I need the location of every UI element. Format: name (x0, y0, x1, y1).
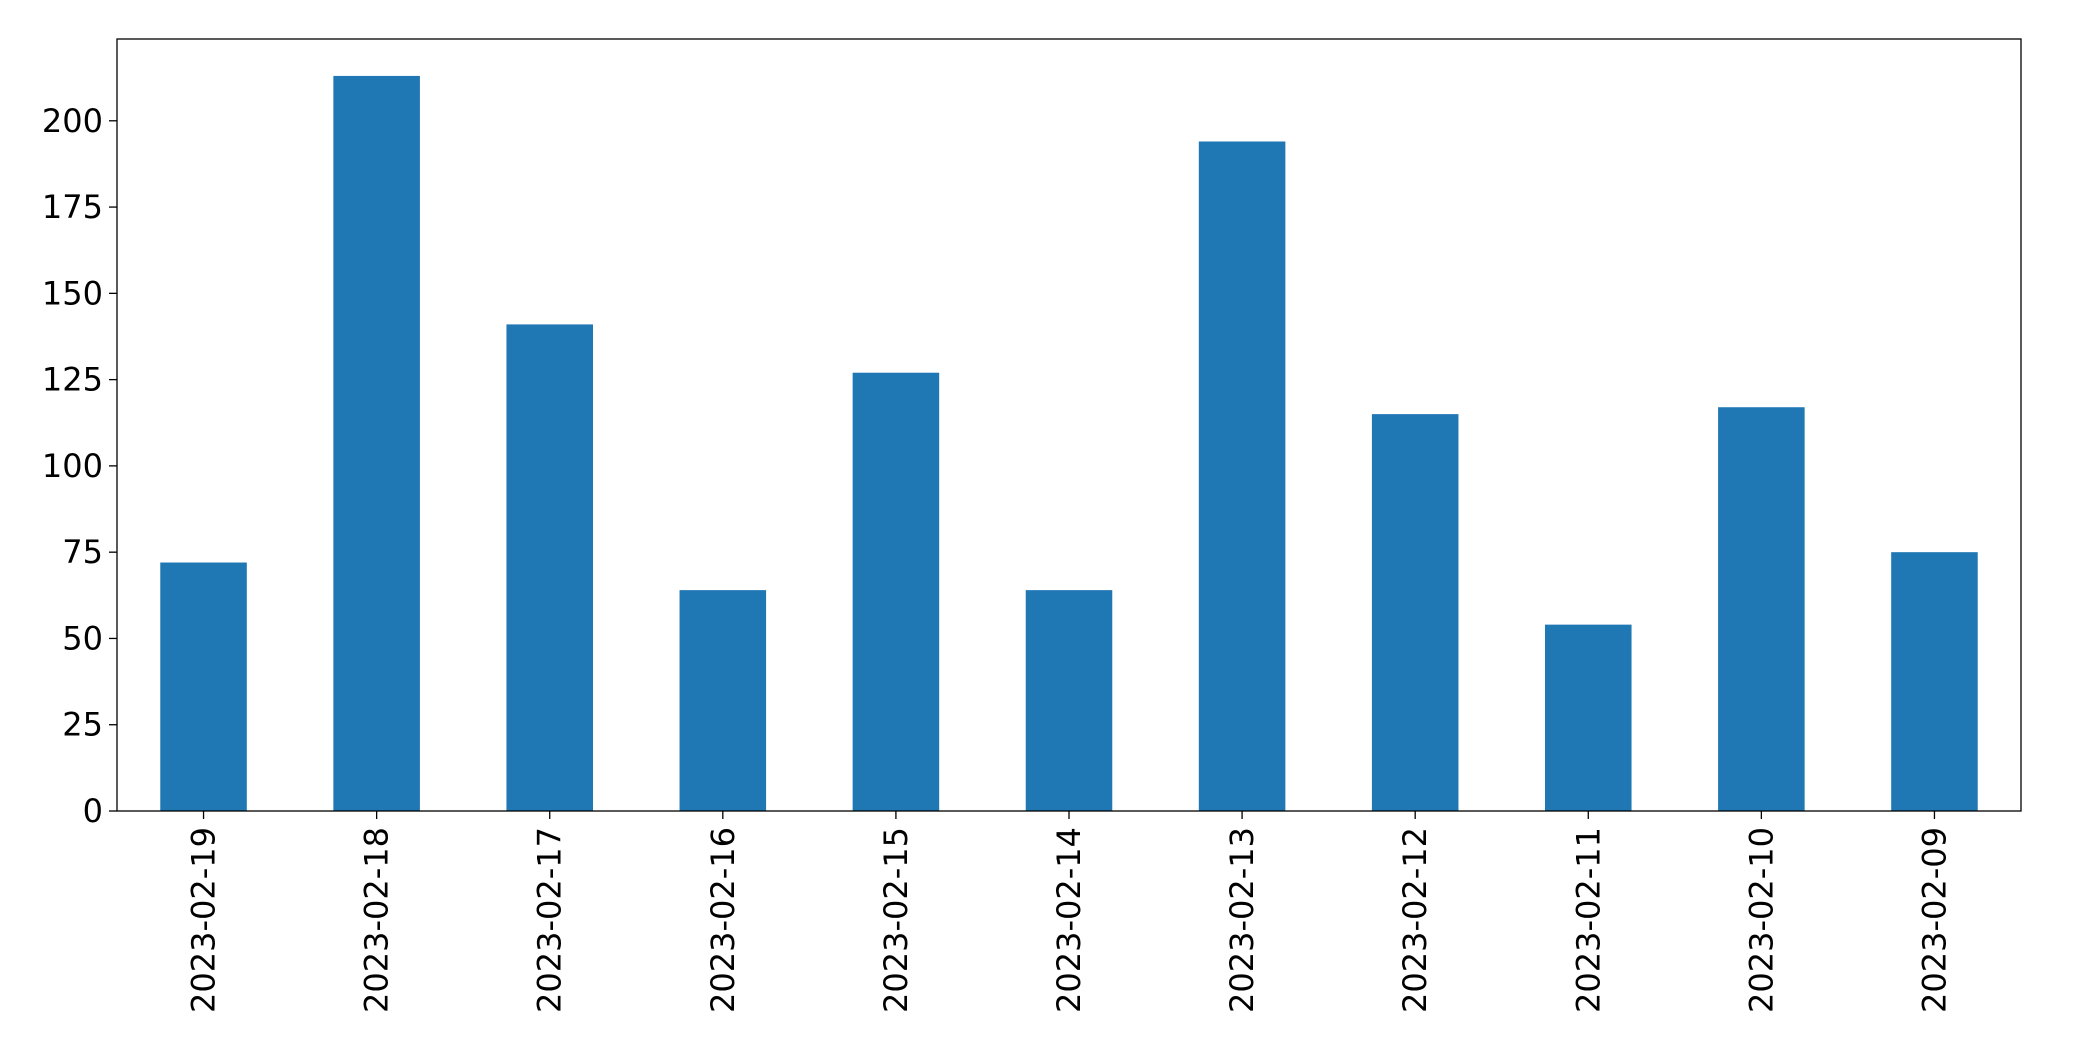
x-tick-label: 2023-02-12 (1396, 827, 1434, 1013)
bar-2023-02-15 (852, 372, 940, 811)
bar-2023-02-19 (160, 562, 247, 811)
x-tick-label: 2023-02-11 (1569, 827, 1607, 1013)
bar-2023-02-18 (333, 75, 420, 811)
y-axis: 0 25 50 75 100 125 150 175 200 (42, 102, 117, 830)
bar-2023-02-11 (1545, 624, 1632, 811)
bar-2023-02-09 (1891, 552, 1978, 811)
bar-2023-02-12 (1371, 414, 1459, 811)
x-axis: 2023-02-19 2023-02-18 2023-02-17 2023-02-16… (185, 811, 1953, 1013)
x-tick-label: 2023-02-09 (1915, 827, 1953, 1013)
bars-group (160, 75, 1978, 811)
x-tick-label: 2023-02-14 (1050, 827, 1088, 1013)
bar-2023-02-10 (1718, 407, 1805, 811)
bar-2023-02-14 (1025, 590, 1113, 811)
y-tick-label: 125 (42, 361, 103, 399)
x-tick-label: 2023-02-19 (185, 827, 223, 1013)
x-tick-label: 2023-02-18 (358, 827, 396, 1013)
bar-2023-02-13 (1198, 141, 1286, 811)
x-tick-label: 2023-02-10 (1742, 827, 1780, 1013)
y-tick-label: 25 (62, 706, 103, 744)
x-tick-label: 2023-02-13 (1223, 827, 1261, 1013)
y-tick-label: 150 (42, 274, 103, 312)
x-tick-label: 2023-02-17 (531, 827, 569, 1013)
bar-2023-02-17 (506, 324, 593, 811)
y-tick-label: 175 (42, 188, 103, 226)
x-tick-label: 2023-02-15 (877, 827, 915, 1013)
x-tick-label: 2023-02-16 (704, 827, 742, 1013)
y-tick-label: 75 (62, 533, 103, 571)
y-tick-label: 200 (42, 102, 103, 140)
y-tick-label: 100 (42, 447, 103, 485)
y-tick-label: 50 (62, 619, 103, 657)
bar-2023-02-16 (679, 590, 767, 811)
plot-frame (116, 38, 2022, 812)
y-tick-label: 0 (83, 792, 103, 830)
